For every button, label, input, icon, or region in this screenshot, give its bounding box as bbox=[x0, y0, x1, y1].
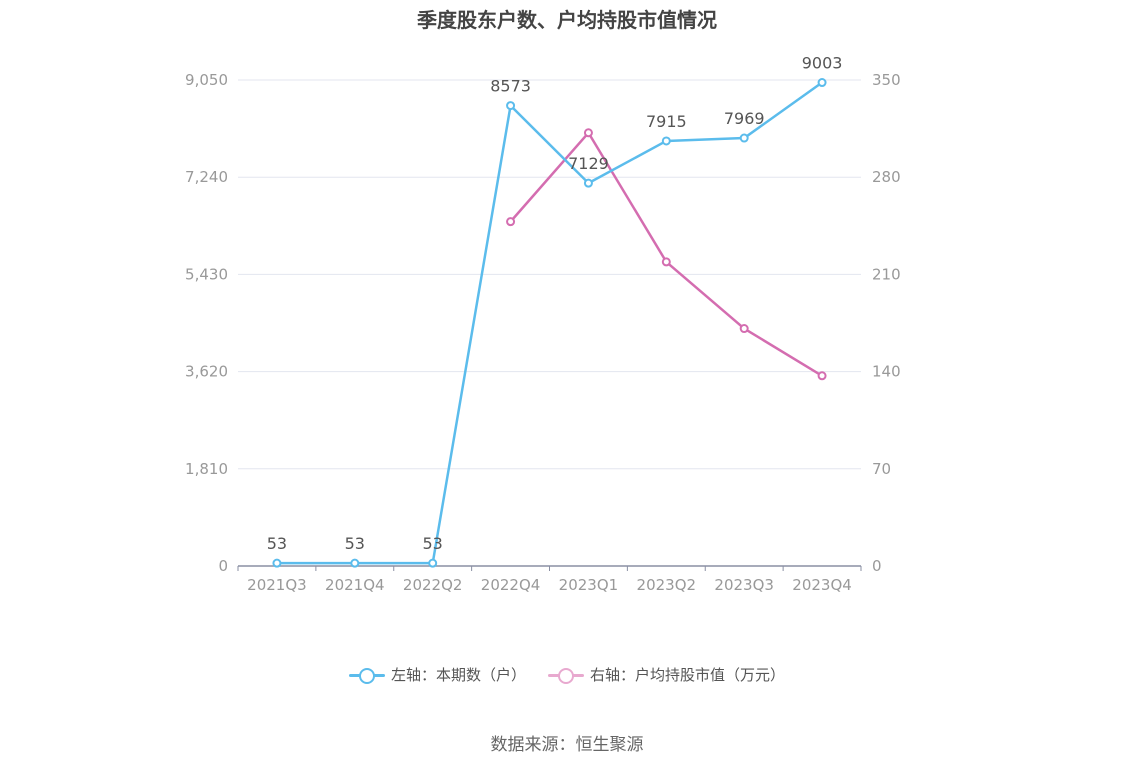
y-left-tick-label: 9,050 bbox=[185, 71, 228, 89]
y-left-tick-label: 5,430 bbox=[185, 265, 228, 283]
y-left-tick-label: 1,810 bbox=[185, 460, 228, 478]
data-label: 53 bbox=[345, 534, 365, 553]
data-label: 53 bbox=[423, 534, 443, 553]
x-tick-label: 2023Q1 bbox=[559, 576, 619, 594]
data-source: 数据来源：恒生聚源 bbox=[490, 735, 644, 755]
left-series-point bbox=[661, 136, 671, 146]
legend-left-series-label: 左轴：本期数（户） bbox=[390, 666, 526, 684]
left-series-point bbox=[506, 101, 516, 111]
y-right-tick-label: 140 bbox=[872, 363, 901, 381]
right-series-point bbox=[661, 257, 671, 267]
x-tick-label: 2021Q3 bbox=[247, 576, 307, 594]
y-right-tick-label: 70 bbox=[872, 460, 891, 478]
data-label: 9003 bbox=[802, 54, 843, 73]
y-right-tick-label: 350 bbox=[872, 71, 901, 89]
data-label: 7129 bbox=[568, 154, 609, 173]
x-tick-label: 2023Q3 bbox=[714, 576, 774, 594]
data-label: 53 bbox=[267, 534, 287, 553]
right-series-line bbox=[509, 131, 823, 377]
left-series-line bbox=[276, 81, 823, 565]
left-series-point bbox=[428, 558, 438, 568]
right-series-point bbox=[739, 324, 749, 334]
x-tick-label: 2021Q4 bbox=[325, 576, 385, 594]
legend-right-series-icon bbox=[548, 667, 584, 684]
x-tick-label: 2022Q2 bbox=[403, 576, 463, 594]
data-label: 7915 bbox=[646, 112, 687, 131]
y-right-tick-label: 0 bbox=[872, 557, 882, 575]
data-label: 7969 bbox=[724, 109, 765, 128]
legend-item-left-series[interactable]: 左轴：本期数（户） bbox=[348, 664, 526, 685]
left-series-point bbox=[272, 558, 282, 568]
left-series-point bbox=[350, 558, 360, 568]
right-series-point bbox=[583, 128, 593, 138]
y-left-tick-label: 7,240 bbox=[185, 168, 228, 186]
grid-lines bbox=[238, 79, 861, 470]
legend: 左轴：本期数（户） 右轴：户均持股市值（万元） bbox=[0, 664, 1134, 685]
y-left-tick-label: 0 bbox=[218, 557, 228, 575]
legend-item-right-series[interactable]: 右轴：户均持股市值（万元） bbox=[548, 664, 785, 685]
left-series-point bbox=[739, 133, 749, 143]
legend-right-series-label: 右轴：户均持股市值（万元） bbox=[590, 666, 786, 684]
left-series-point bbox=[583, 178, 593, 188]
x-tick-label: 2023Q2 bbox=[637, 576, 697, 594]
y-right-tick-label: 280 bbox=[872, 168, 901, 186]
legend-left-series-icon bbox=[348, 667, 385, 684]
right-series-point bbox=[506, 217, 516, 227]
data-label: 8573 bbox=[490, 77, 531, 96]
y-right-tick-label: 210 bbox=[872, 265, 901, 283]
y-left-tick-label: 3,620 bbox=[185, 363, 228, 381]
x-axis: 2021Q3 2021Q4 2022Q2 2022Q4 2023Q1 2023Q2 2023… bbox=[237, 565, 862, 594]
right-series-point bbox=[817, 371, 827, 381]
y-axis-right: 0 70 140 210 280 350 bbox=[872, 71, 901, 575]
x-tick-label: 2022Q4 bbox=[481, 576, 541, 594]
series-layer: 53 53 53 8573 7129 7915 7969 9003 bbox=[267, 54, 843, 568]
left-series-point bbox=[817, 78, 827, 88]
x-tick-label: 2023Q4 bbox=[792, 576, 852, 594]
chart-title: 季度股东户数、户均持股市值情况 bbox=[417, 8, 717, 32]
y-axis-left: 0 1,810 3,620 5,430 7,240 9,050 bbox=[185, 71, 228, 575]
